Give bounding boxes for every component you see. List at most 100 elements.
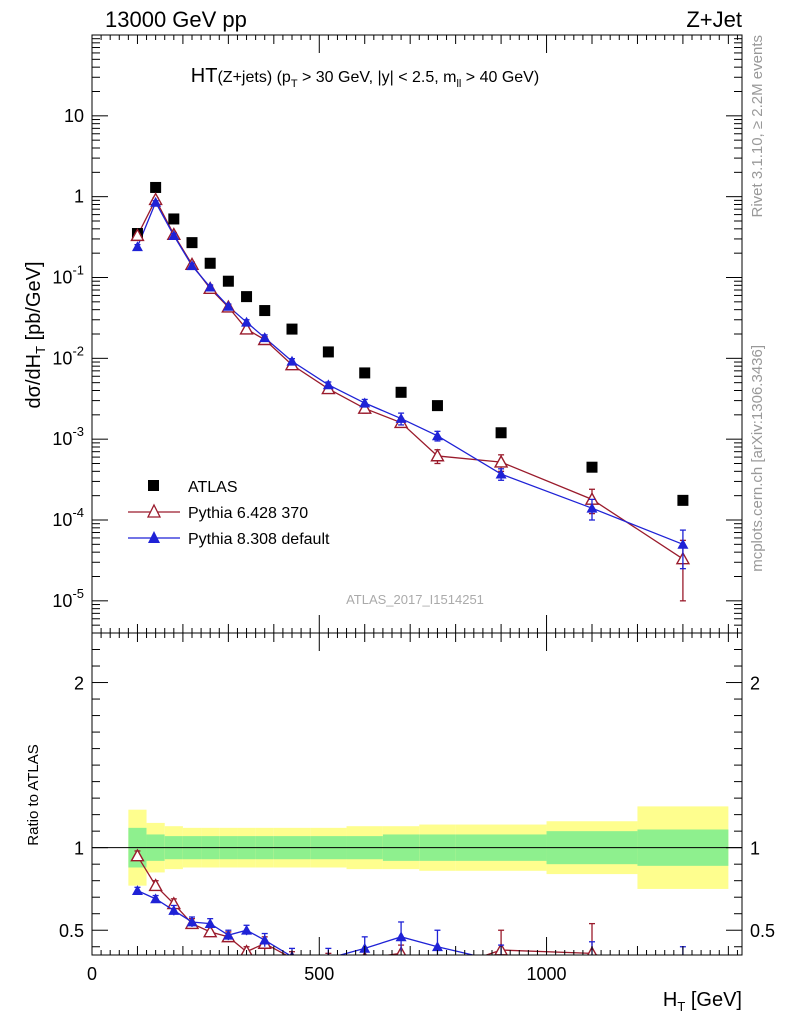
ratio-line-0 bbox=[136, 855, 600, 955]
ratio-point-pythia8 bbox=[222, 929, 234, 940]
ratio-point-pythia6 bbox=[148, 878, 163, 892]
data-point-pythia8 bbox=[431, 430, 443, 441]
data-point-atlas bbox=[150, 181, 162, 193]
ratio-point-pythia8 bbox=[395, 931, 407, 942]
y-tick-label: 10-5 bbox=[52, 586, 84, 611]
ratio-point-pythia6 bbox=[202, 924, 218, 938]
ratio-point-pythia8 bbox=[587, 956, 598, 966]
ratio-point-pythia8 bbox=[431, 941, 443, 952]
main-panel: 10 1 10-1 10-2 10-3 10-4 10-5 HT(Z+jets) (pT >… bbox=[52, 34, 743, 634]
data-point-atlas bbox=[204, 257, 216, 269]
data-point-atlas bbox=[322, 346, 334, 358]
ratio-y-tick-label-right: 2 bbox=[750, 674, 760, 694]
ratio-point-pythia6 bbox=[130, 848, 145, 862]
data-point-pythia8 bbox=[395, 413, 407, 423]
data-point-atlas bbox=[495, 427, 507, 439]
plot-title: HT(Z+jets) (pT > 30 GeV, |y| < 2.5, mll … bbox=[191, 65, 539, 90]
x-axis-label: HT [GeV] bbox=[663, 989, 742, 1014]
header-process-label: Z+Jet bbox=[686, 7, 742, 32]
data-point-atlas bbox=[222, 275, 234, 287]
y-tick-label: 10 bbox=[64, 106, 84, 126]
data-point-atlas bbox=[168, 213, 180, 225]
data-point-pythia6 bbox=[430, 448, 445, 462]
data-point-pythia8 bbox=[359, 397, 371, 408]
main-series-layer bbox=[130, 181, 691, 602]
data-point-pythia8 bbox=[168, 230, 180, 240]
ratio-panel: 0.5 0.5 1 1 2 2 0 500 1000 bbox=[59, 632, 775, 988]
ratio-y-axis-label: Ratio to ATLAS bbox=[25, 744, 42, 845]
ratio-point-pythia8 bbox=[204, 918, 216, 929]
data-point-pythia8 bbox=[322, 379, 334, 390]
header-energy-label: 13000 GeV pp bbox=[105, 7, 247, 32]
ratio-y-tick-label-right: 0.5 bbox=[750, 921, 775, 941]
ratio-point-pythia8 bbox=[168, 904, 180, 915]
ratio-y-tick-label: 1 bbox=[74, 839, 84, 859]
data-point-atlas bbox=[395, 386, 407, 398]
data-point-pythia6 bbox=[130, 228, 145, 242]
data-point-pythia6 bbox=[493, 454, 509, 468]
plot-title-sub2: ll bbox=[456, 78, 461, 90]
data-point-pythia8 bbox=[204, 281, 216, 292]
y-axis-label: dσ/dHT [pb/GeV] bbox=[23, 261, 48, 408]
ratio-axis-ticks: 0.5 0.5 1 1 2 2 0 500 1000 bbox=[59, 633, 775, 984]
y-tick-label: 10-1 bbox=[52, 262, 84, 287]
data-point-atlas bbox=[677, 494, 689, 506]
x-axis-label-sub: T bbox=[677, 999, 685, 1014]
data-point-atlas bbox=[286, 323, 298, 335]
y-tick-label: 1 bbox=[74, 187, 84, 207]
legend-label-pythia8: Pythia 8.308 default bbox=[188, 531, 330, 548]
ratio-point-pythia6 bbox=[431, 966, 443, 977]
data-point-pythia8 bbox=[259, 332, 271, 343]
data-point-atlas bbox=[241, 291, 253, 303]
y-axis-label-sub: T bbox=[33, 346, 48, 354]
ratio-y-tick-label: 0.5 bbox=[59, 921, 84, 941]
data-point-pythia8 bbox=[222, 300, 234, 311]
data-point-atlas bbox=[259, 305, 271, 317]
data-point-pythia8 bbox=[677, 538, 689, 549]
rivet-version-label: Rivet 3.1.10, ≥ 2.2M events bbox=[749, 35, 766, 218]
data-point-pythia8 bbox=[286, 355, 298, 366]
y-axis-label-pre: dσ/dH bbox=[23, 354, 45, 409]
plot-title-rest: (Z+jets) (p bbox=[217, 69, 290, 86]
legend: ATLAS Pythia 6.428 370 Pythia 8.308 defa… bbox=[128, 479, 330, 548]
ratio-point-pythia8 bbox=[131, 885, 143, 895]
data-point-pythia8 bbox=[241, 316, 253, 327]
x-axis-label-unit: [GeV] bbox=[685, 989, 742, 1011]
y-axis-label-unit: [pb/GeV] bbox=[23, 261, 45, 346]
data-point-pythia8 bbox=[186, 260, 198, 271]
ratio-point-pythia8 bbox=[241, 924, 253, 935]
ratio-point-pythia8 bbox=[186, 916, 198, 927]
data-point-atlas bbox=[359, 367, 371, 379]
plot-title-sub1: T bbox=[291, 78, 298, 90]
data-point-atlas bbox=[186, 237, 198, 249]
plot-title-main: HT bbox=[191, 65, 218, 87]
data-point-pythia6 bbox=[357, 400, 372, 414]
x-axis-label-main: H bbox=[663, 989, 677, 1011]
legend-marker-pythia8 bbox=[148, 531, 160, 543]
y-tick-label: 10-2 bbox=[52, 343, 84, 368]
data-point-pythia8 bbox=[150, 196, 162, 207]
ratio-point-pythia8 bbox=[259, 934, 271, 945]
y-tick-label: 10-4 bbox=[52, 505, 84, 530]
data-point-atlas bbox=[431, 400, 443, 412]
ratio-y-tick-label: 2 bbox=[74, 674, 84, 694]
mcplots-label: mcplots.cern.ch [arXiv:1306.3436] bbox=[749, 345, 766, 572]
ratio-point-pythia6 bbox=[677, 977, 689, 988]
x-tick-label: 0 bbox=[87, 964, 97, 984]
ratio-point-pythia8 bbox=[496, 956, 507, 966]
x-tick-label: 1000 bbox=[527, 964, 567, 984]
ratio-point-pythia8 bbox=[677, 961, 688, 971]
x-tick-label: 500 bbox=[304, 964, 334, 984]
legend-label-pythia6: Pythia 6.428 370 bbox=[188, 505, 308, 522]
y-tick-label: 10-3 bbox=[52, 424, 84, 449]
main-axis-ticks: 10 1 10-1 10-2 10-3 10-4 10-5 bbox=[52, 35, 742, 634]
data-point-atlas bbox=[586, 461, 598, 473]
legend-marker-atlas bbox=[148, 480, 159, 491]
data-point-pythia8 bbox=[495, 468, 507, 479]
analysis-id: ATLAS_2017_I1514251 bbox=[346, 592, 484, 607]
legend-label-atlas: ATLAS bbox=[188, 479, 238, 496]
ratio-y-tick-label-right: 1 bbox=[750, 839, 760, 859]
plot-title-end: > 40 GeV) bbox=[461, 69, 539, 86]
data-point-pythia6 bbox=[239, 321, 254, 335]
